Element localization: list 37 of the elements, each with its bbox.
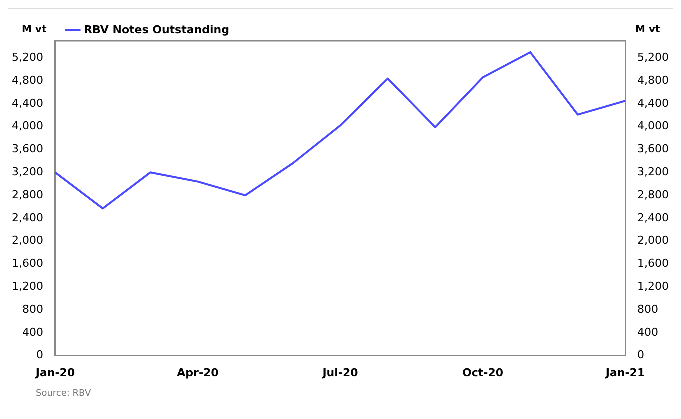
y2-tick-label: 0 — [638, 348, 645, 362]
y-tick-label: 3,600 — [12, 142, 44, 156]
y2-tick-label: 1,200 — [638, 280, 670, 293]
x-tick-label: Jan-20 — [34, 366, 76, 380]
y2-tick-label: 400 — [638, 326, 659, 339]
y2-tick-label: 2,000 — [638, 234, 670, 248]
y2-tick-label: 2,400 — [638, 211, 670, 224]
y2-axis-title: M vt — [636, 24, 660, 36]
y2-tick-label: 3,600 — [638, 142, 670, 156]
y-tick-label: 4,400 — [12, 96, 44, 110]
y-tick-label: 3,200 — [12, 166, 44, 179]
y2-tick-label: 1,600 — [638, 257, 670, 270]
y-tick-label: 4,000 — [12, 120, 44, 133]
source-note: Source: RBV — [36, 389, 92, 399]
y-tick-label: 1,600 — [12, 257, 44, 270]
y-tick-label: 0 — [36, 348, 44, 362]
x-tick-label: Jul-20 — [322, 366, 359, 380]
y2-tick-label: 4,000 — [638, 120, 670, 133]
y-tick-label: 2,000 — [12, 234, 44, 248]
y-tick-label: 2,800 — [12, 188, 44, 202]
y2-tick-label: 800 — [638, 302, 659, 316]
x-tick-label: Apr-20 — [177, 366, 220, 380]
legend-label: RBV Notes Outstanding — [84, 23, 230, 36]
x-tick-label: Jan-21 — [604, 366, 646, 380]
y-tick-label: 2,400 — [12, 211, 44, 224]
y-tick-label: 800 — [22, 302, 44, 316]
y2-tick-label: 3,200 — [638, 166, 670, 179]
y-tick-label: 1,200 — [12, 280, 44, 293]
y-tick-label: 400 — [22, 326, 44, 339]
y2-tick-label: 4,400 — [638, 96, 670, 110]
y2-tick-label: 4,800 — [638, 74, 670, 87]
y2-tick-label: 2,800 — [638, 188, 670, 202]
y-tick-label: 5,200 — [12, 51, 44, 64]
y-axis-title: M vt — [22, 24, 47, 36]
y2-tick-label: 5,200 — [638, 51, 670, 64]
x-tick-label: Oct-20 — [462, 366, 504, 380]
y-tick-label: 4,800 — [12, 74, 44, 87]
